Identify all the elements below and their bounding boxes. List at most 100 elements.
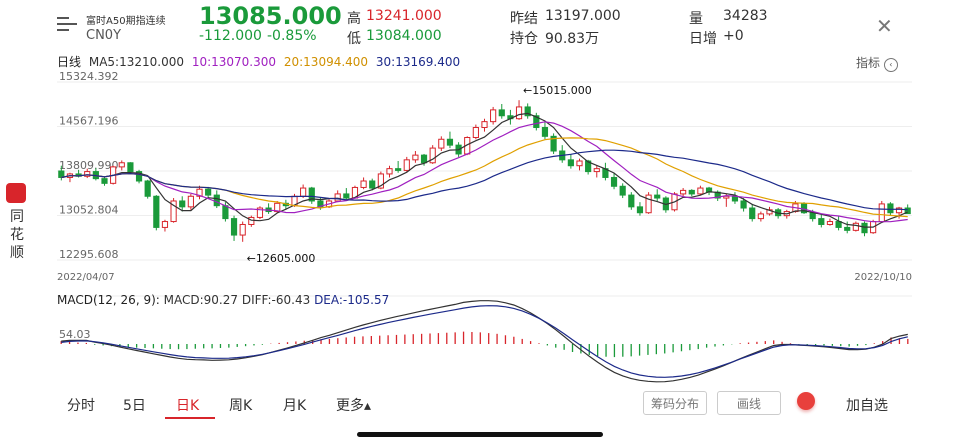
daily-inc-value: +0: [723, 28, 744, 44]
candle-body: [835, 221, 842, 228]
candle-body: [170, 200, 177, 223]
candle-body: [585, 160, 592, 173]
tab-weekly-k[interactable]: 周K: [229, 398, 253, 414]
chip-distribution-button[interactable]: 筹码分布: [643, 391, 707, 415]
candle-body: [680, 189, 687, 195]
candle-body: [533, 115, 540, 129]
candle-body: [84, 171, 91, 177]
instrument-name: 富时A50期指连续: [86, 16, 166, 27]
candle-body: [878, 203, 885, 223]
y-tick-label: 14567.196: [59, 115, 119, 128]
candle-body: [308, 187, 315, 202]
tab-5day[interactable]: 5日: [123, 398, 146, 414]
candle-body: [213, 194, 220, 207]
candle-body: [161, 221, 169, 228]
tab-daily-k[interactable]: 日K: [176, 398, 200, 414]
candle-body: [481, 121, 488, 129]
min-annotation: ←12605.000: [247, 252, 316, 265]
record-dot-icon[interactable]: [797, 392, 815, 410]
tab-intraday[interactable]: 分时: [67, 398, 95, 414]
low-label: 低: [347, 31, 361, 47]
candle-body: [654, 194, 661, 199]
candle-body: [895, 207, 903, 214]
candle-body: [809, 212, 816, 220]
candle-body: [645, 194, 652, 214]
candle-body: [852, 222, 859, 231]
candle-body: [757, 213, 764, 220]
active-tab-indicator: [165, 417, 215, 419]
tab-more[interactable]: 更多▴: [336, 398, 372, 414]
candle-body: [412, 154, 419, 161]
candle-body: [377, 173, 384, 189]
kline-chart[interactable]: 15324.392 14567.196 13809.990 13052.804 1229…: [0, 0, 960, 390]
diff-value: DIFF:-60.43: [241, 293, 311, 307]
candle-body: [222, 205, 229, 220]
candle-body: [628, 194, 635, 208]
high-label: 高: [347, 11, 361, 27]
prev-close-value: 13197.000: [545, 8, 621, 24]
candle-body: [118, 162, 125, 168]
settings-circle-icon: ‹: [883, 58, 898, 72]
candle-body: [818, 218, 825, 225]
candle-body: [343, 193, 350, 199]
candle-body: [904, 207, 911, 215]
candle-body: [723, 195, 730, 199]
candle-body: [844, 226, 851, 231]
candle-body: [205, 188, 212, 196]
candle-body: [740, 200, 747, 209]
ma30-label: 30:13169.400: [375, 55, 461, 69]
macd-params: MACD(12, 26, 9):: [57, 293, 160, 307]
candle-body: [498, 109, 505, 117]
candle-body: [610, 176, 618, 187]
y-tick-label: 13809.990: [59, 159, 119, 172]
volume-value: 34283: [723, 8, 768, 24]
app-logo-icon[interactable]: [6, 183, 26, 203]
candle-body: [472, 127, 479, 139]
candle-body: [636, 206, 644, 214]
dea-value: DEA:-105.57: [314, 293, 390, 307]
open-interest-value: 90.83万: [545, 31, 600, 47]
ma10-label: 10:13070.300: [191, 55, 277, 69]
tab-monthly-k[interactable]: 月K: [283, 398, 307, 414]
indicator-button[interactable]: 指标 ‹: [856, 54, 898, 72]
menu-icon[interactable]: [57, 17, 77, 33]
candle-body: [446, 138, 454, 146]
candle-body: [541, 127, 549, 137]
y-tick-label: 15324.392: [59, 70, 119, 83]
candle-body: [58, 170, 65, 178]
ma-legend: 日线 MA5:13210.000 10:13070.300 20:13094.4…: [57, 53, 464, 70]
candle-body: [334, 193, 341, 202]
candle-body: [395, 168, 402, 171]
price-change: -112.000: [199, 28, 262, 44]
ma30-line: [61, 149, 908, 211]
candle-body: [749, 207, 756, 220]
daily-inc-label: 日增: [689, 31, 717, 47]
dea-line: [61, 305, 908, 378]
candle-body: [196, 188, 203, 197]
candle-body: [360, 180, 367, 188]
max-annotation: ←15015.000: [523, 84, 592, 97]
candle-body: [144, 180, 151, 197]
draw-line-button[interactable]: 画线: [717, 391, 781, 415]
candle-body: [300, 187, 307, 197]
add-watchlist-button[interactable]: 加自选: [846, 398, 888, 414]
high-value: 13241.000: [366, 8, 442, 24]
candle-body: [187, 195, 194, 208]
ma20-label: 20:13094.400: [283, 55, 369, 69]
low-value: 13084.000: [366, 28, 442, 44]
candle-body: [230, 218, 238, 236]
ma5-label: MA5:13210.000: [88, 55, 184, 69]
home-indicator: [357, 432, 603, 437]
candle-body: [550, 135, 557, 152]
candle-body: [179, 200, 186, 208]
indicator-label: 指标: [856, 56, 881, 70]
candle-body: [135, 171, 143, 182]
close-icon[interactable]: ✕: [876, 14, 893, 38]
candle-body: [515, 106, 523, 120]
candle-body: [153, 195, 160, 228]
candle-body: [861, 222, 868, 234]
candle-body: [420, 154, 428, 164]
y-tick-label: 13052.804: [59, 204, 119, 217]
volume-label: 量: [689, 11, 703, 27]
x-start-label: 2022/04/07: [57, 272, 115, 283]
